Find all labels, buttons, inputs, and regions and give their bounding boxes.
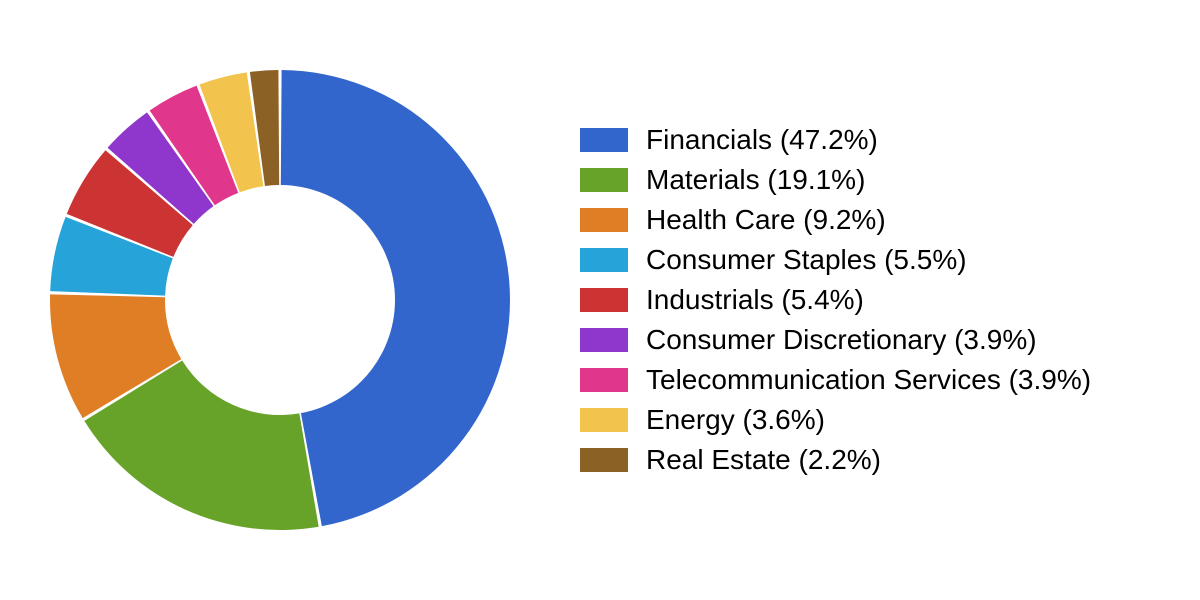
legend-label: Real Estate (2.2%) (646, 444, 881, 476)
legend-label: Industrials (5.4%) (646, 284, 864, 316)
donut-chart (30, 50, 530, 550)
legend-label: Consumer Staples (5.5%) (646, 244, 967, 276)
legend-item: Consumer Discretionary (3.9%) (580, 324, 1200, 356)
legend-item: Telecommunication Services (3.9%) (580, 364, 1200, 396)
legend-item: Financials (47.2%) (580, 124, 1200, 156)
donut-area (0, 0, 560, 600)
legend-swatch (580, 328, 628, 352)
legend-item: Consumer Staples (5.5%) (580, 244, 1200, 276)
legend-swatch (580, 408, 628, 432)
donut-slice (281, 70, 510, 526)
legend-label: Financials (47.2%) (646, 124, 878, 156)
legend: Financials (47.2%) Materials (19.1%) Healt… (560, 116, 1200, 484)
legend-label: Materials (19.1%) (646, 164, 865, 196)
legend-item: Energy (3.6%) (580, 404, 1200, 436)
legend-label: Health Care (9.2%) (646, 204, 886, 236)
legend-swatch (580, 168, 628, 192)
chart-container: Financials (47.2%) Materials (19.1%) Healt… (0, 0, 1200, 600)
legend-item: Industrials (5.4%) (580, 284, 1200, 316)
legend-swatch (580, 248, 628, 272)
legend-label: Telecommunication Services (3.9%) (646, 364, 1091, 396)
legend-item: Real Estate (2.2%) (580, 444, 1200, 476)
legend-item: Health Care (9.2%) (580, 204, 1200, 236)
legend-swatch (580, 368, 628, 392)
legend-swatch (580, 288, 628, 312)
legend-label: Consumer Discretionary (3.9%) (646, 324, 1037, 356)
legend-item: Materials (19.1%) (580, 164, 1200, 196)
legend-swatch (580, 128, 628, 152)
legend-swatch (580, 208, 628, 232)
legend-label: Energy (3.6%) (646, 404, 825, 436)
legend-swatch (580, 448, 628, 472)
